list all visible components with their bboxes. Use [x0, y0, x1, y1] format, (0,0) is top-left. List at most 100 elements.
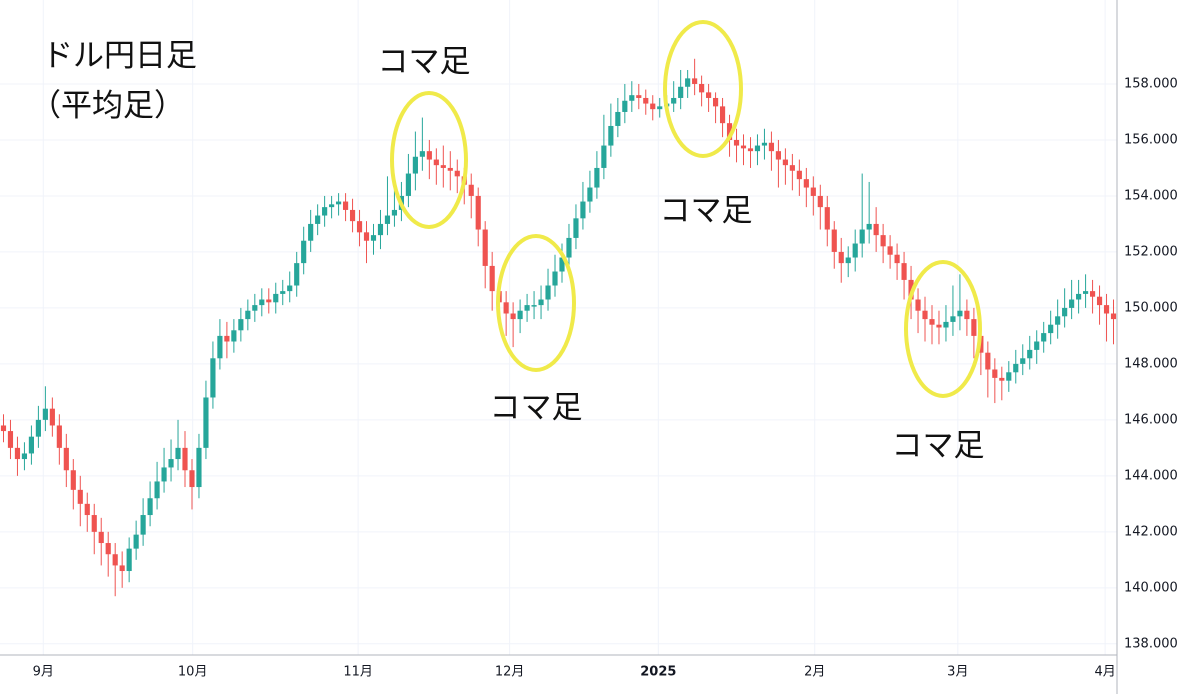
candle-body — [692, 78, 698, 84]
candle-body — [133, 534, 139, 549]
candle-body — [517, 310, 523, 320]
candle-body — [252, 305, 258, 311]
candle-body — [1048, 324, 1054, 334]
x-tick-label: 12月 — [495, 665, 525, 680]
candle-body — [7, 431, 14, 448]
candle-body — [831, 229, 837, 252]
candle-body — [859, 229, 865, 244]
candle-body — [266, 299, 272, 303]
candle-body — [1041, 333, 1047, 342]
candle-body — [943, 321, 949, 328]
candle-body — [342, 201, 349, 210]
candle-body — [775, 151, 781, 160]
chart-title: ドル円日足 — [42, 38, 197, 74]
candle-body — [384, 215, 391, 224]
candle-body — [370, 235, 377, 241]
candle-body — [21, 453, 28, 460]
candle-body — [294, 263, 300, 286]
candle-body — [308, 223, 314, 241]
candle-body — [636, 95, 642, 98]
y-tick-label: 152.000 — [1124, 244, 1178, 259]
candle-body — [0, 425, 7, 432]
annotation: コマ足 — [660, 193, 753, 229]
candle-body — [594, 167, 600, 188]
candle-body — [140, 515, 146, 535]
y-tick-label: 150.000 — [1124, 300, 1178, 315]
candle-body — [559, 257, 565, 272]
candle-body — [329, 204, 335, 208]
candle-body — [503, 302, 509, 314]
candle-body — [1110, 313, 1117, 320]
candle-body — [391, 209, 398, 216]
y-tick-label: 148.000 — [1124, 356, 1178, 371]
annotation: コマ足 — [378, 44, 471, 80]
candle-body — [747, 148, 754, 152]
candle-body — [405, 173, 411, 196]
candle-body — [887, 246, 893, 255]
highlight — [663, 20, 743, 158]
candle-body — [356, 221, 363, 233]
candle-body — [63, 447, 69, 471]
candle-body — [608, 125, 614, 146]
highlight-circles — [390, 20, 982, 398]
candle-body — [440, 165, 446, 168]
highlight — [496, 234, 576, 372]
candle-body — [719, 106, 726, 124]
candle-body — [761, 142, 768, 146]
candle-body — [238, 319, 244, 331]
candle-body — [601, 145, 607, 168]
candle-body — [349, 209, 356, 222]
candle-body — [273, 293, 279, 303]
candle-body — [838, 251, 844, 264]
candle-body — [161, 467, 167, 482]
candle-body — [363, 232, 370, 241]
x-tick-label: 2月 — [804, 665, 825, 680]
candle-body — [873, 223, 879, 236]
candle-body — [685, 78, 691, 87]
candle-body — [98, 531, 104, 544]
candle-body — [545, 285, 551, 300]
candle-body — [426, 151, 432, 160]
candle-body — [796, 170, 802, 180]
candle-body — [936, 324, 942, 328]
candle-body — [468, 184, 474, 196]
candle-body — [84, 503, 90, 516]
highlight — [390, 91, 468, 229]
candle-body — [1013, 363, 1019, 373]
candle-body — [210, 358, 216, 398]
candle-body — [922, 310, 928, 320]
candle-body — [154, 481, 160, 499]
candle-body — [789, 165, 795, 171]
candle-body — [489, 265, 495, 292]
candle-body — [726, 123, 733, 140]
candle-body — [112, 554, 118, 566]
candles — [0, 58, 1117, 597]
candle-body — [650, 103, 656, 110]
candle-body — [678, 86, 684, 98]
candle-body — [587, 187, 593, 202]
candle-body — [119, 565, 125, 572]
annotation: コマ足 — [490, 390, 583, 426]
candle-body — [643, 97, 649, 104]
candle-body — [70, 470, 76, 490]
candle-body — [740, 145, 747, 149]
candle-body — [28, 436, 34, 454]
candle-body — [1103, 305, 1110, 314]
candle-body — [950, 316, 956, 322]
candle-body — [315, 215, 321, 224]
candle-body — [105, 543, 111, 555]
candle-body — [377, 223, 384, 236]
candle-body — [301, 240, 307, 264]
candle-body — [894, 254, 900, 264]
candle-body — [42, 408, 48, 420]
candle-body — [880, 235, 886, 247]
y-tick-label: 144.000 — [1124, 468, 1178, 483]
candle-body — [1062, 307, 1068, 317]
candle-body — [35, 419, 41, 437]
candle-body — [1069, 299, 1075, 308]
candle-body — [126, 548, 132, 572]
y-tick-label: 140.000 — [1124, 580, 1178, 595]
candle-body — [168, 459, 174, 468]
candle-body — [203, 397, 209, 448]
candle-body — [322, 207, 328, 216]
